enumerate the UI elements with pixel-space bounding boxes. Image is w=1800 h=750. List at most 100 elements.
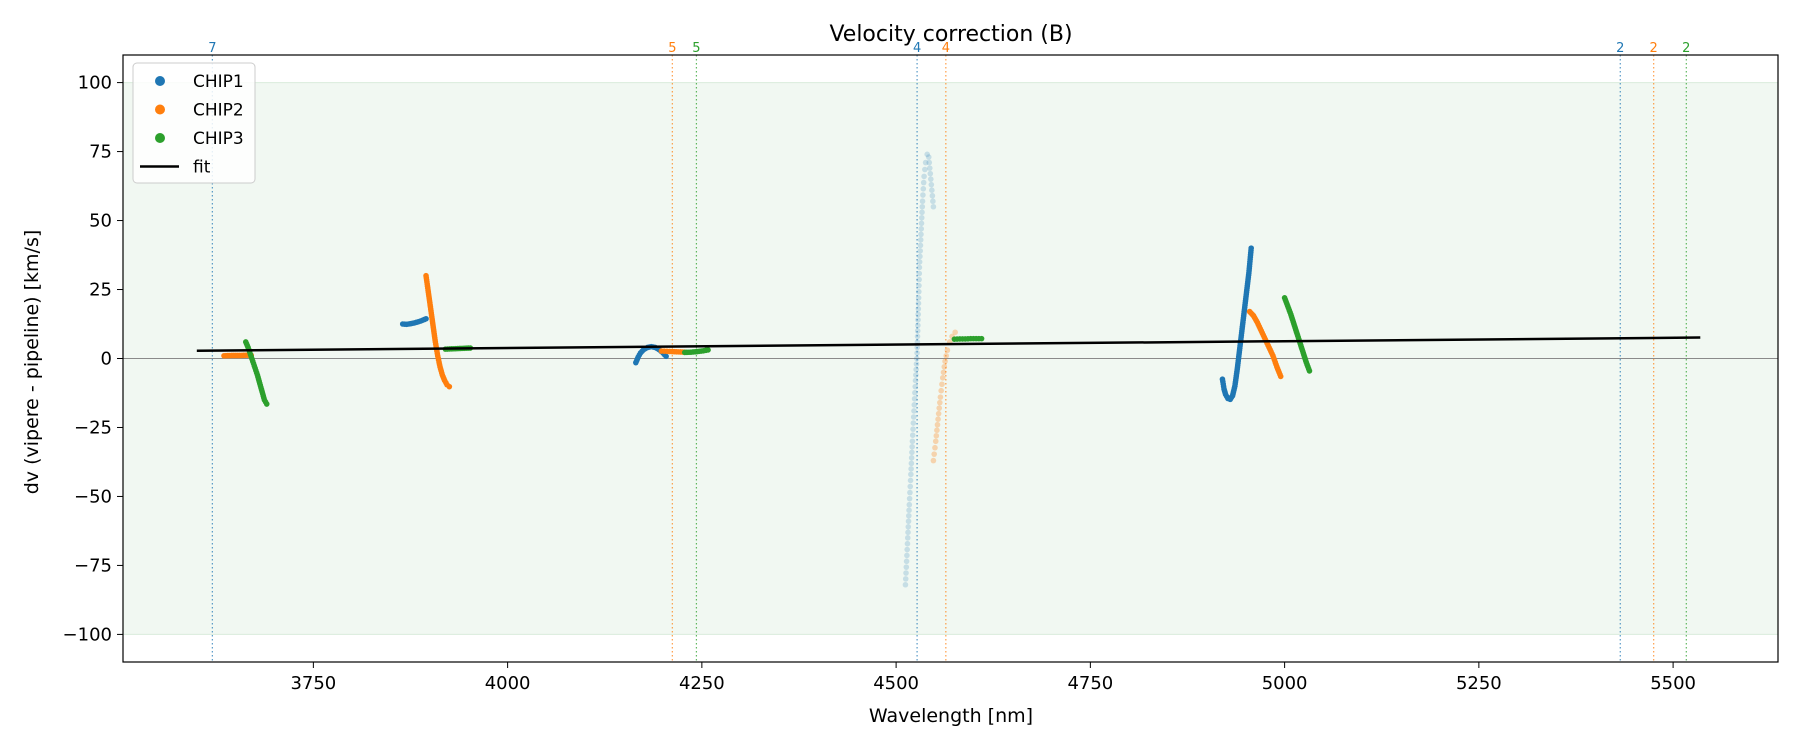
chip1-point xyxy=(908,471,914,478)
chip1-point xyxy=(927,170,934,177)
chip1-point xyxy=(914,344,921,351)
chip1-point xyxy=(912,389,918,396)
order-marker-label-7: 2 xyxy=(1682,41,1690,56)
chip1-point xyxy=(904,552,910,559)
chip1-point xyxy=(928,176,934,182)
chip3-point xyxy=(705,347,711,353)
x-tick-label-5: 5000 xyxy=(1262,673,1308,694)
chip1-point xyxy=(911,395,918,402)
chip1-point xyxy=(920,186,927,192)
chip1-point xyxy=(918,220,925,227)
x-tick-label-1: 4000 xyxy=(485,673,531,694)
chip1-point xyxy=(907,477,914,484)
x-tick-label-2: 4250 xyxy=(679,673,725,694)
chip1-point xyxy=(916,276,922,283)
y-tick-label-1: −75 xyxy=(74,555,112,576)
chip2-point xyxy=(937,394,944,400)
chip1-point xyxy=(919,203,926,210)
legend: CHIP1 CHIP2 CHIP3 fit xyxy=(132,62,256,184)
series-chip3 xyxy=(242,295,1313,407)
chip1-point xyxy=(917,237,924,243)
y-tick-label-5: 25 xyxy=(89,280,112,301)
chip2-point xyxy=(932,444,938,451)
chip1-point xyxy=(921,173,927,180)
legend-label-chip3: CHIP3 xyxy=(193,129,244,149)
chip1-point xyxy=(929,187,935,193)
chip1-point xyxy=(905,518,912,525)
chip1-point xyxy=(909,443,915,450)
legend-label-chip1: CHIP1 xyxy=(193,72,244,92)
chip2-point xyxy=(931,451,937,457)
order-marker-label-5: 2 xyxy=(1616,41,1624,56)
chip2-point xyxy=(939,381,945,388)
chip2-point xyxy=(935,416,941,423)
chip1-point xyxy=(917,248,923,254)
x-tick-label-6: 5250 xyxy=(1456,673,1502,694)
legend-marker-chip1 xyxy=(155,76,165,86)
chip2-point xyxy=(938,387,944,394)
x-tick-label-0: 3750 xyxy=(290,673,336,694)
chip1-point xyxy=(908,460,915,467)
y-tick-label-8: 100 xyxy=(78,73,112,94)
chip1-point xyxy=(913,366,919,373)
chip1-point xyxy=(914,350,920,356)
legend-marker-chip3 xyxy=(155,133,165,143)
chip2-point xyxy=(937,399,943,406)
order-marker-label-1: 5 xyxy=(668,41,676,56)
chip2-point xyxy=(936,405,943,411)
chip1-point xyxy=(908,466,914,472)
chip1-point xyxy=(916,259,923,265)
chip1-point xyxy=(915,311,921,318)
chip1-point xyxy=(915,317,921,323)
chip2-point xyxy=(952,329,958,336)
chip1-point xyxy=(922,166,928,173)
chip1-point xyxy=(903,564,910,570)
chip1-point xyxy=(915,322,921,329)
chip1-point xyxy=(915,288,922,295)
chart-title: Velocity correction (B) xyxy=(829,22,1072,47)
chip1-point xyxy=(925,154,932,160)
chip1-point xyxy=(906,495,913,502)
x-tick-label-4: 4750 xyxy=(1067,673,1113,694)
chip2-point xyxy=(932,438,939,445)
chip1-point xyxy=(904,546,910,553)
legend-marker-chip2 xyxy=(155,104,165,115)
chip1-point xyxy=(904,535,911,541)
y-axis-ticks: −100 −75 −50 −25 0 25 50 75 100 xyxy=(63,73,123,645)
chip2-point xyxy=(930,457,937,464)
chip2-point xyxy=(935,410,942,417)
y-tick-label-3: −25 xyxy=(74,417,112,438)
chip1-point xyxy=(917,242,924,249)
legend-label-chip2: CHIP2 xyxy=(193,101,244,121)
chip3-point xyxy=(1306,368,1313,374)
chip2-point xyxy=(940,369,947,376)
chip1-point xyxy=(916,264,923,271)
chip1-point xyxy=(904,540,911,547)
chip1-point xyxy=(918,231,924,238)
chip1-point xyxy=(907,483,914,490)
chip2-point xyxy=(944,347,951,354)
chip1-point xyxy=(913,361,920,367)
order-marker-label-3: 4 xyxy=(913,41,921,56)
chip1-point xyxy=(1248,245,1254,251)
chip1-point xyxy=(916,282,922,289)
chip1-point xyxy=(910,420,917,426)
chip1-point xyxy=(914,328,921,334)
chip2-point xyxy=(1277,373,1284,380)
chip1-point xyxy=(906,501,913,508)
y-tick-label-0: −100 xyxy=(63,624,112,645)
chip1-point xyxy=(922,159,929,166)
y-tick-label-2: −50 xyxy=(74,486,112,507)
chip1-point xyxy=(906,512,912,519)
legend-box xyxy=(132,62,256,184)
chip1-point xyxy=(915,295,922,301)
order-marker-label-4: 4 xyxy=(942,41,950,56)
chip1-point xyxy=(914,333,921,340)
chip1-point xyxy=(908,455,915,461)
chip1-point xyxy=(919,198,926,205)
chip1-point xyxy=(918,214,925,221)
chip2-point xyxy=(942,358,948,365)
order-marker-label-0: 7 xyxy=(208,41,216,56)
chip1-point xyxy=(912,377,919,384)
